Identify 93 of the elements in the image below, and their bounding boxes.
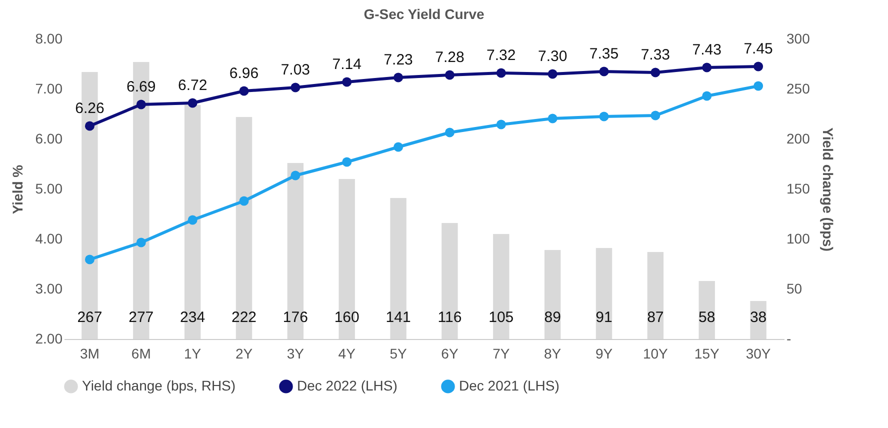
y2-tick-label: 150 (786, 180, 810, 196)
x-tick-label: 4Y (338, 346, 356, 362)
legend-label: Yield change (bps, RHS) (82, 377, 236, 394)
point (650, 68, 660, 78)
point (342, 77, 352, 87)
data-label: 91 (596, 309, 612, 326)
data-label: 222 (231, 309, 257, 326)
point (84, 121, 94, 131)
point (548, 69, 558, 79)
bar (647, 252, 664, 339)
point (754, 62, 764, 72)
y-tick-label: 2.00 (35, 330, 63, 346)
data-label: 87 (647, 309, 664, 326)
point (496, 120, 506, 130)
y2-tick-label: - (786, 330, 792, 346)
y-tick-label: 7.00 (35, 80, 63, 96)
point (342, 157, 352, 167)
data-label: 6.26 (75, 100, 104, 117)
point (188, 98, 198, 108)
point (136, 100, 146, 110)
y-tick-label: 6.00 (35, 130, 63, 146)
data-label: 7.28 (435, 49, 464, 66)
x-tick-label: 5Y (390, 346, 408, 362)
data-label: 38 (750, 309, 767, 326)
x-tick-label: 6Y (441, 346, 459, 362)
x-tick-label: 8Y (544, 346, 562, 362)
data-label: 176 (282, 309, 308, 326)
data-label: 7.03 (280, 62, 310, 78)
data-label: 6.69 (126, 78, 156, 96)
bar (544, 250, 561, 339)
data-label: 7.32 (486, 47, 516, 64)
data-label: 89 (544, 309, 561, 326)
point (702, 62, 712, 72)
legend-label: Dec 2021 (LHS) (459, 377, 560, 394)
bar (596, 248, 612, 339)
y2-tick-label: 100 (786, 230, 810, 246)
data-label: 7.45 (744, 40, 773, 58)
y2-tick-label: 200 (786, 130, 810, 146)
y2-tick-label: 50 (786, 280, 802, 296)
point (444, 70, 454, 80)
data-label: 7.23 (384, 52, 413, 68)
data-label: 6.72 (178, 77, 208, 94)
data-label: 7.35 (589, 46, 619, 62)
point (290, 170, 300, 180)
point (599, 66, 609, 76)
x-tick-label: 30Y (746, 346, 772, 362)
data-label: 7.33 (640, 46, 670, 64)
data-label: 6.96 (229, 65, 259, 82)
point (239, 196, 249, 206)
data-label: 141 (386, 309, 411, 326)
x-tick-label: 2Y (235, 346, 254, 362)
y2-tick-label: 300 (786, 30, 810, 46)
x-tick-label: 3Y (286, 346, 305, 362)
data-label: 105 (488, 309, 514, 326)
x-tick-label: 9Y (595, 346, 614, 362)
chart-title: G-Sec Yield Curve (364, 6, 485, 22)
data-label: 7.43 (692, 42, 722, 58)
data-label: 277 (128, 309, 154, 326)
x-tick-label: 6M (131, 346, 151, 362)
point (754, 81, 764, 91)
point (84, 254, 94, 264)
x-tick-label: 10Y (642, 346, 669, 362)
legend-label: Dec 2022 (LHS) (297, 377, 398, 394)
data-label: 160 (334, 309, 360, 326)
data-label: 116 (438, 309, 462, 326)
point (290, 82, 300, 92)
point (136, 238, 146, 248)
y-tick-label: 4.00 (35, 230, 63, 246)
y-tick-label: 5.00 (35, 180, 63, 196)
data-label: 7.14 (332, 56, 362, 73)
point (188, 215, 198, 225)
point (599, 112, 609, 122)
data-label: 267 (77, 309, 102, 326)
data-label: 234 (180, 309, 206, 326)
point (496, 68, 506, 78)
point (650, 110, 660, 120)
data-label: 7.30 (538, 48, 568, 65)
point (239, 86, 249, 96)
y-tick-label: 8.00 (35, 30, 63, 46)
point (444, 128, 454, 138)
y2-axis-title: Yield change (bps) (820, 128, 836, 252)
point (394, 142, 404, 152)
x-tick-label: 3M (80, 346, 100, 362)
data-label: 58 (698, 309, 716, 326)
point (702, 91, 712, 101)
point (548, 114, 558, 124)
point (394, 72, 404, 82)
y-tick-label: 3.00 (35, 280, 63, 296)
x-tick-label: 7Y (492, 346, 510, 362)
y2-tick-label: 250 (786, 80, 810, 96)
x-tick-label: 1Y (184, 346, 202, 362)
x-tick-label: 15Y (694, 346, 720, 362)
y-axis-title: Yield % (9, 164, 26, 214)
